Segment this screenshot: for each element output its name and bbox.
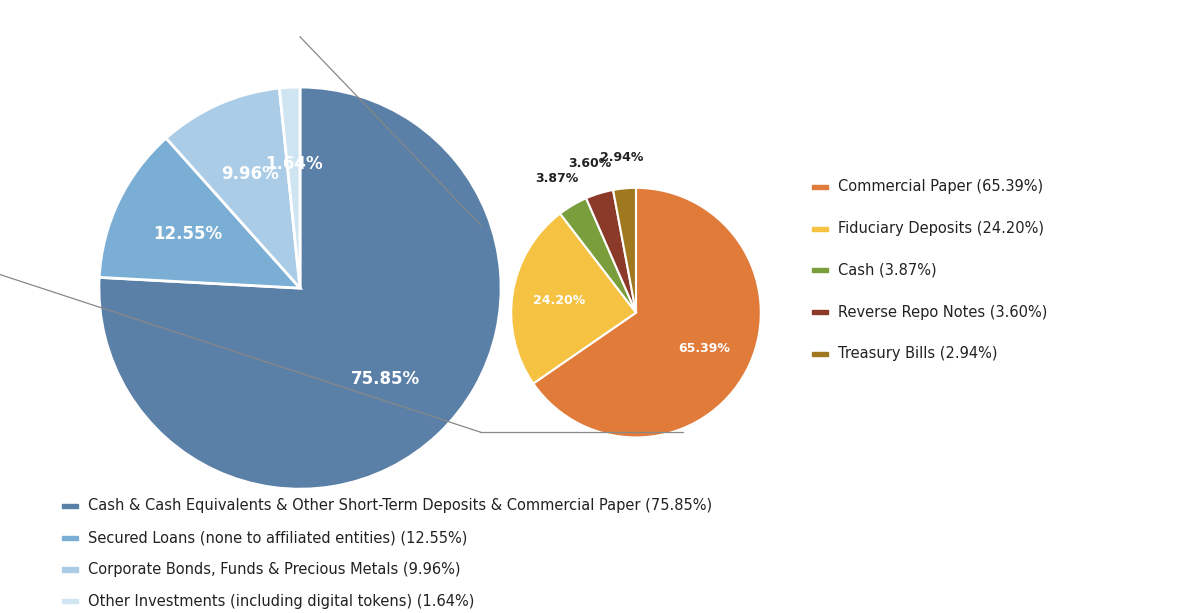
Wedge shape bbox=[511, 213, 636, 384]
Bar bbox=[62, 504, 78, 508]
Text: 65.39%: 65.39% bbox=[678, 342, 731, 355]
Bar bbox=[62, 600, 78, 603]
Bar bbox=[812, 268, 828, 272]
Text: Reverse Repo Notes (3.60%): Reverse Repo Notes (3.60%) bbox=[838, 305, 1046, 319]
Text: Treasury Bills (2.94%): Treasury Bills (2.94%) bbox=[838, 346, 997, 361]
Text: 2.94%: 2.94% bbox=[600, 151, 643, 164]
Text: 9.96%: 9.96% bbox=[221, 165, 278, 183]
Wedge shape bbox=[100, 138, 300, 288]
Bar bbox=[62, 536, 78, 539]
Text: 75.85%: 75.85% bbox=[352, 370, 420, 387]
Text: Corporate Bonds, Funds & Precious Metals (9.96%): Corporate Bonds, Funds & Precious Metals… bbox=[88, 562, 460, 577]
Text: Cash & Cash Equivalents & Other Short-Term Deposits & Commercial Paper (75.85%): Cash & Cash Equivalents & Other Short-Te… bbox=[88, 498, 712, 513]
Text: Commercial Paper (65.39%): Commercial Paper (65.39%) bbox=[838, 180, 1043, 194]
Wedge shape bbox=[533, 188, 761, 438]
Text: 24.20%: 24.20% bbox=[534, 294, 586, 307]
Text: 3.60%: 3.60% bbox=[569, 157, 612, 170]
Wedge shape bbox=[586, 190, 636, 313]
Text: 12.55%: 12.55% bbox=[154, 225, 222, 243]
Text: 1.64%: 1.64% bbox=[265, 154, 323, 173]
Text: Secured Loans (none to affiliated entities) (12.55%): Secured Loans (none to affiliated entiti… bbox=[88, 530, 467, 545]
Wedge shape bbox=[613, 188, 636, 313]
Text: Fiduciary Deposits (24.20%): Fiduciary Deposits (24.20%) bbox=[838, 221, 1044, 236]
Bar bbox=[812, 185, 828, 189]
Text: 3.87%: 3.87% bbox=[535, 172, 578, 185]
Bar bbox=[62, 568, 78, 571]
Bar bbox=[812, 227, 828, 230]
Wedge shape bbox=[560, 198, 636, 313]
Wedge shape bbox=[98, 87, 502, 489]
Wedge shape bbox=[166, 88, 300, 288]
Bar bbox=[812, 310, 828, 314]
Text: Cash (3.87%): Cash (3.87%) bbox=[838, 263, 936, 278]
Text: Other Investments (including digital tokens) (1.64%): Other Investments (including digital tok… bbox=[88, 594, 474, 609]
Wedge shape bbox=[280, 87, 300, 288]
Bar bbox=[812, 352, 828, 356]
